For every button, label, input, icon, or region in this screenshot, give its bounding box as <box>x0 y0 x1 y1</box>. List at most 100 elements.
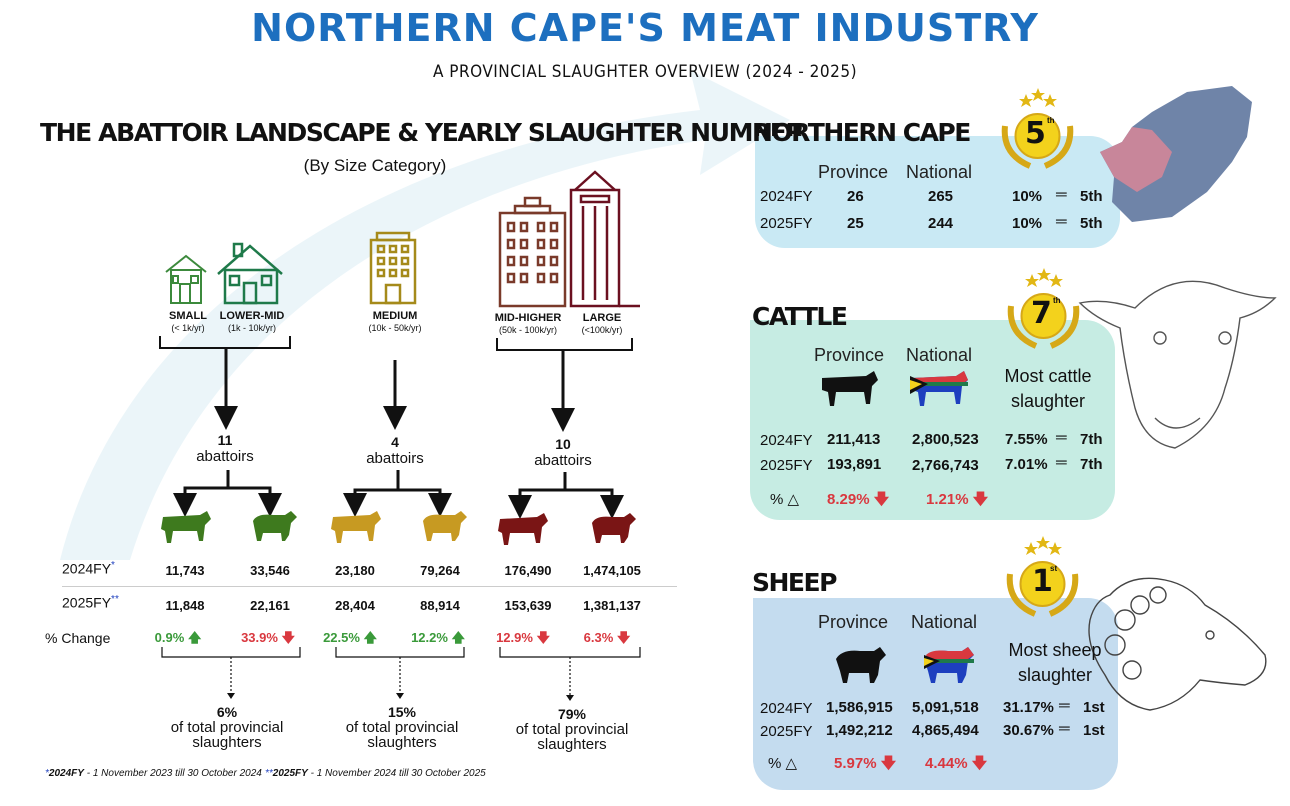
cattle-row-national: 2,800,523 <box>912 431 979 448</box>
nc-row-national: 265 <box>928 188 954 205</box>
arrow-down-icon: 🡇 <box>880 755 897 772</box>
sheep-delta-province: 5.97% 🡇 <box>834 755 897 772</box>
change-value: 33.9% 🡇 <box>241 630 295 645</box>
cattle-icon <box>498 513 548 545</box>
cattle-delta-label: % △ <box>770 491 800 508</box>
lower-mid-house-icon <box>217 242 283 305</box>
arrow-down-icon: 🡇 <box>536 630 550 645</box>
sheep-row-pct: 30.67% <box>1003 722 1054 739</box>
change-value: 12.2% 🡅 <box>411 630 465 645</box>
value-2024: 11,743 <box>165 563 205 578</box>
value-2025: 1,381,137 <box>583 598 641 613</box>
category-range-small: (< 1k/yr) <box>171 323 205 333</box>
sheep-panel <box>753 598 1118 790</box>
share-small: 6% of total provincial slaughters <box>170 704 284 751</box>
value-2024: 33,546 <box>250 563 290 578</box>
cattle-icons <box>822 371 968 406</box>
arrow-down-icon: 🡇 <box>972 491 989 508</box>
category-label-medium: MEDIUM <box>372 310 418 322</box>
value-2025: 11,848 <box>165 598 205 613</box>
house-icons <box>165 242 283 305</box>
equals-icon: ═ <box>1056 454 1067 471</box>
col-province: Province <box>814 345 885 365</box>
col-national: National <box>906 162 973 182</box>
cattle-note: Most cattle slaughter <box>1004 366 1092 411</box>
footnote-2024: *2024FY - 1 November 2023 till 30 Octobe… <box>45 768 262 779</box>
cattle-head-illustration <box>1078 280 1277 449</box>
sheep-head-illustration <box>1088 577 1267 711</box>
cattle-delta-province: 8.29% 🡇 <box>827 491 890 508</box>
nc-row-rank: 5th <box>1080 215 1103 232</box>
flow-connectors <box>159 336 633 519</box>
sheep-row-province: 1,586,915 <box>826 699 893 716</box>
sheep-icons <box>836 647 974 683</box>
category-range-lower-mid: (1k - 10k/yr) <box>227 323 276 333</box>
medium-building-icon <box>369 231 417 305</box>
sheep-row-pct: 31.17% <box>1003 699 1054 716</box>
category-label-small: SMALL <box>169 310 207 322</box>
value-2025: 22,161 <box>250 598 290 613</box>
value-2025: 28,404 <box>335 598 375 613</box>
sheep-title: SHEEP <box>752 568 837 597</box>
cattle-icon <box>161 511 211 543</box>
cattle-row-pct: 7.01% <box>1005 456 1048 473</box>
group-count-large: 10 abattoirs <box>534 436 592 469</box>
sheep-icon <box>836 647 886 683</box>
section-subtitle: (By Size Category) <box>303 156 447 175</box>
rank-number: 7 <box>1031 296 1052 331</box>
cattle-row-rank: 7th <box>1080 431 1103 448</box>
col-national: National <box>906 345 973 365</box>
nc-row-fy: 2024FY <box>760 188 813 205</box>
cattle-row-province: 211,413 <box>827 431 881 448</box>
value-2025: 88,914 <box>420 598 460 613</box>
sheep-delta-national: 4.44% 🡇 <box>925 755 988 772</box>
rank-number: 5 <box>1025 116 1046 151</box>
cattle-panel <box>750 320 1115 520</box>
sheep-row-national: 4,865,494 <box>912 722 979 739</box>
value-2025: 153,639 <box>504 598 552 613</box>
value-2024: 1,474,105 <box>583 563 641 578</box>
arrow-down-icon: 🡇 <box>616 630 631 645</box>
nc-row-national: 244 <box>928 215 954 232</box>
sheep-delta-label: % △ <box>768 755 798 772</box>
rank-medal-northern-cape <box>1001 88 1074 169</box>
sheep-note: Most sheep slaughter <box>1008 640 1102 685</box>
page-subtitle: A PROVINCIAL SLAUGHTER OVERVIEW (2024 - … <box>432 62 858 82</box>
category-range-large: (<100k/yr) <box>581 325 623 335</box>
nc-row-rank: 5th <box>1080 188 1103 205</box>
row-divider <box>62 586 677 587</box>
value-2024: 79,264 <box>420 563 460 578</box>
rank-medal-sheep <box>1006 536 1079 617</box>
cattle-row-rank: 7th <box>1080 456 1103 473</box>
group-count-small: 11 abattoirs <box>196 432 254 465</box>
category-label-mid-higher: MID-HIGHER <box>494 312 562 324</box>
section-title: THE ABATTOIR LANDSCAPE & YEARLY SLAUGHTE… <box>40 118 805 147</box>
col-province: Province <box>818 612 889 632</box>
animal-icons <box>161 511 636 545</box>
cattle-icon <box>331 511 381 543</box>
change-value: 22.5% 🡅 <box>323 630 377 645</box>
rank-suffix: th <box>1047 116 1055 125</box>
sa-flag-sheep-icon <box>924 647 974 683</box>
row-label-change: % Change <box>45 630 111 646</box>
cattle-row-province: 193,891 <box>827 456 882 473</box>
equals-icon: ═ <box>1056 429 1067 446</box>
nc-row-pct: 10% <box>1012 215 1043 232</box>
change-value: 6.3% 🡇 <box>583 630 631 645</box>
sa-flag-cattle-icon <box>910 371 968 406</box>
arrow-down-icon: 🡇 <box>971 755 988 772</box>
sheep-row-province: 1,492,212 <box>826 722 893 739</box>
sheep-icon <box>423 511 467 541</box>
col-national: National <box>911 612 978 632</box>
sheep-row-rank: 1st <box>1083 699 1105 716</box>
cattle-row-national: 2,766,743 <box>912 457 979 474</box>
cattle-row-fy: 2025FY <box>760 457 813 474</box>
sheep-icon <box>253 511 297 541</box>
change-value: 0.9% 🡅 <box>154 630 202 645</box>
rank-suffix: th <box>1053 296 1061 305</box>
sheep-row-fy: 2024FY <box>760 700 813 717</box>
equals-icon: ═ <box>1056 186 1067 203</box>
rank-medal-cattle <box>1007 268 1080 349</box>
change-value: 12.9% 🡇 <box>496 630 550 645</box>
